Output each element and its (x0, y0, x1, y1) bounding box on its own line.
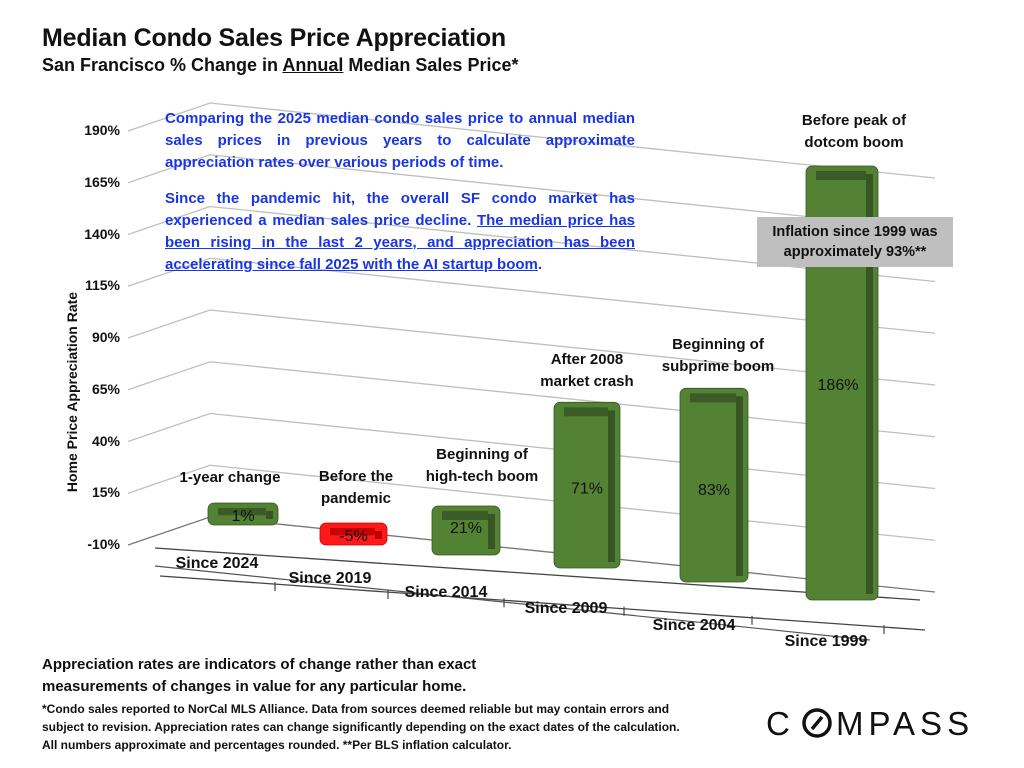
compass-logo: C MPASS (766, 703, 996, 751)
compass-o-icon (802, 708, 832, 738)
bar-top (816, 171, 866, 180)
svg-text:C: C (766, 705, 795, 742)
floor-back-line (154, 547, 921, 601)
category-label: Since 2009 (525, 600, 608, 617)
y-tick-label: 190% (84, 122, 120, 138)
gridline (127, 205, 936, 283)
data-label: -5% (339, 528, 367, 545)
bar-annotation: pandemic (321, 490, 391, 507)
bar-annotation: Beginning of (672, 336, 765, 353)
bar-annotation: dotcom boom (804, 134, 903, 151)
bar-body (679, 387, 749, 583)
chart-subtitle: San Francisco % Change in Annual Median … (42, 55, 518, 76)
subtitle-pre: San Francisco % Change in (42, 55, 283, 75)
bar (553, 401, 621, 569)
gridline (127, 309, 936, 386)
bar (431, 505, 501, 556)
y-tick-label: 115% (84, 277, 120, 294)
bar-top (442, 511, 488, 520)
inflation-callout: Inflation since 1999 was approximately 9… (757, 217, 953, 267)
category-axis (154, 547, 926, 641)
data-label: 83% (698, 482, 730, 499)
bar-annotation: Beginning of (436, 446, 529, 463)
gridline (127, 154, 936, 231)
footer-line-2: measurements of changes in value for any… (42, 678, 467, 695)
bar-side (608, 410, 615, 562)
note-p2-underlined: The median price has been rising in the … (165, 212, 636, 273)
note-p2-plain: Since the pandemic hit, the overall SF c… (165, 190, 635, 229)
bars (207, 165, 879, 601)
bar-annotation: high-tech boom (426, 468, 539, 485)
y-tick-label: 90% (91, 329, 120, 345)
bar-annotations: 1-year change Before the pandemic Beginning… (180, 112, 908, 507)
explanation-note: Comparing the 2025 median condo sales pr… (165, 108, 635, 290)
bar-side (866, 174, 873, 594)
bar-body (805, 165, 879, 601)
note-paragraph-1: Comparing the 2025 median condo sales pr… (165, 110, 635, 171)
bar (207, 502, 279, 526)
bar-annotation: Before peak of (802, 112, 907, 129)
y-tick-label: 65% (91, 380, 120, 397)
category-labels: Since 2024 Since 2019 Since 2014 Since 2009… (176, 555, 868, 650)
inflation-line-1: Inflation since 1999 was (772, 224, 938, 240)
bar-side (375, 531, 382, 539)
chart-title: Median Condo Sales Price Appreciation (42, 24, 506, 52)
subtitle-post: Median Sales Price* (343, 55, 519, 75)
y-tick-label: -10% (87, 536, 120, 552)
category-label: Since 2019 (289, 570, 372, 587)
bar-annotation: subprime boom (662, 358, 775, 375)
floor-front-line (154, 565, 871, 641)
y-tick-label: 140% (84, 225, 120, 242)
footer-line-1: Appreciation rates are indicators of cha… (42, 656, 477, 673)
bar (679, 387, 749, 583)
gridline (127, 102, 936, 179)
bar-side (488, 514, 495, 549)
note-p2-end: . (537, 256, 543, 273)
bar-side (736, 396, 743, 576)
bar (319, 522, 388, 546)
subtitle-underlined: Annual (282, 55, 344, 75)
bar-annotation: Before the (319, 468, 393, 485)
bar-body (553, 401, 621, 569)
data-label: 71% (571, 480, 603, 497)
bar-annotation: After 2008 (551, 351, 624, 368)
compass-logo-wordmark: C MPASS (766, 705, 974, 742)
y-tick-label: 165% (84, 173, 120, 190)
category-axis-line (159, 575, 926, 631)
category-label: Since 2014 (405, 584, 488, 601)
bar-top (218, 508, 266, 516)
bar-side (266, 511, 273, 519)
footer-fine-print: *Condo sales reported to NorCal MLS Alli… (42, 702, 680, 752)
y-tick-label: 40% (91, 432, 120, 449)
note-paragraph-2: Since the pandemic hit, the overall SF c… (165, 188, 635, 276)
data-label: 21% (450, 520, 482, 537)
data-labels: 1% -5% 21% 71% 83% 186% (231, 377, 858, 545)
y-tick-label: 15% (91, 484, 120, 501)
gridline (127, 257, 936, 334)
bar-top (690, 393, 736, 403)
y-axis-label: Home Price Appreciation Rate (64, 291, 80, 493)
data-label: 186% (818, 377, 859, 394)
bar-annotation: 1-year change (180, 469, 281, 486)
data-label: 1% (231, 508, 254, 525)
bar-top (330, 528, 375, 536)
inflation-line-2: approximately 93%** (783, 244, 927, 260)
category-label: Since 1999 (785, 633, 868, 650)
footer-disclaimer: Appreciation rates are indicators of cha… (42, 654, 476, 698)
bar (805, 165, 879, 601)
svg-text:MPASS: MPASS (836, 705, 974, 742)
category-label: Since 2024 (176, 555, 259, 572)
bar-annotation: market crash (540, 373, 633, 390)
bar-top (564, 407, 608, 417)
category-label: Since 2004 (653, 617, 736, 634)
